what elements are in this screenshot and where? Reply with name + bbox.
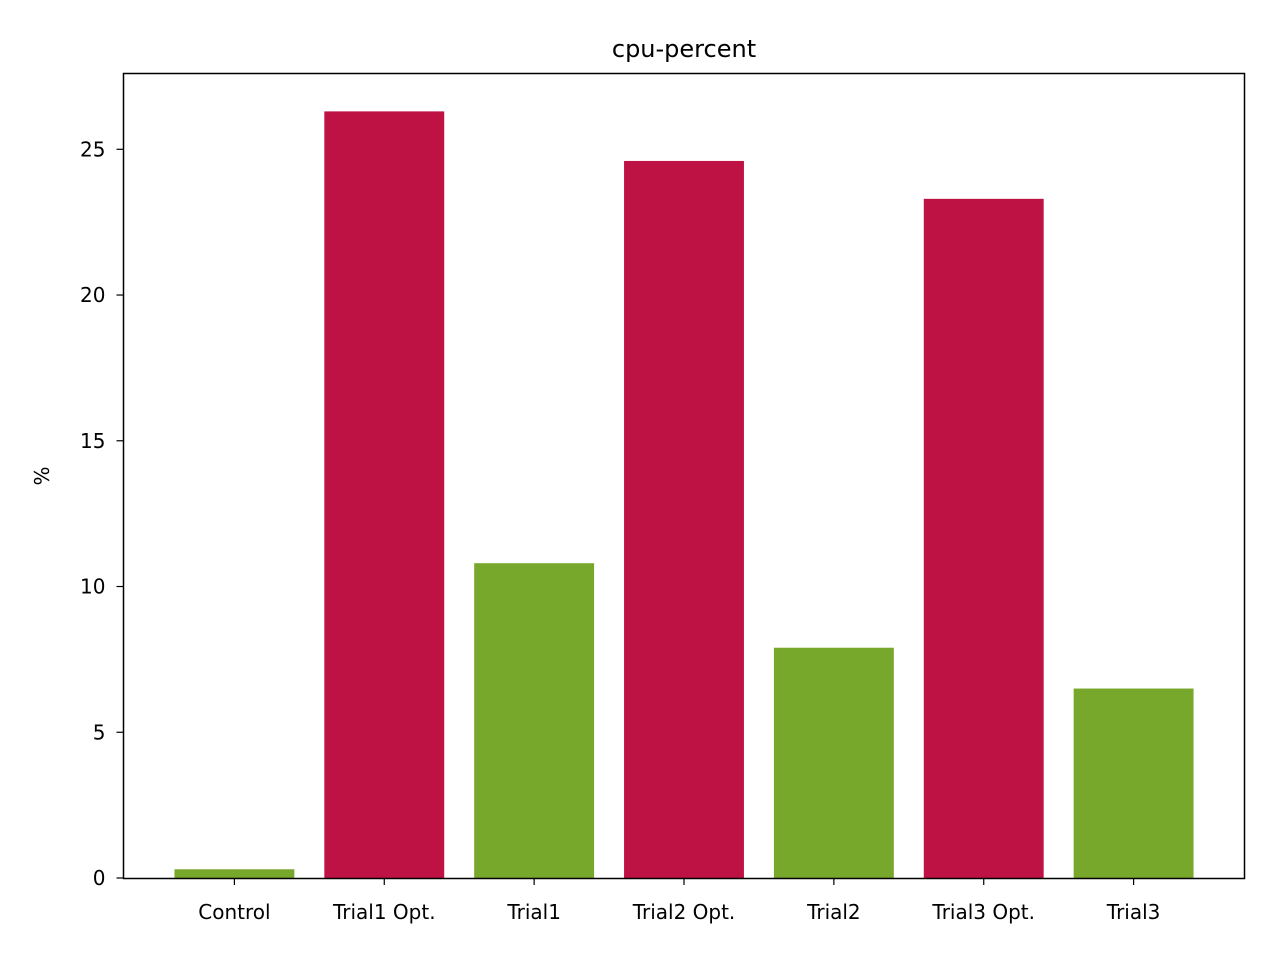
x-tick-label: Control [198, 900, 270, 924]
y-axis-label: % [30, 466, 54, 485]
bar-trial3 [1073, 688, 1194, 878]
y-tick-label: 0 [93, 866, 106, 890]
x-tick-label: Trial1 Opt. [332, 900, 436, 924]
bar-control [174, 869, 295, 878]
x-tick-label: Trial2 Opt. [632, 900, 736, 924]
bar-trial3-opt [923, 198, 1044, 879]
bar-trial2-opt [624, 160, 744, 878]
x-tick-label: Trial1 [506, 900, 561, 924]
y-tick-label: 20 [80, 283, 105, 307]
x-tick-label: Trial2 [806, 900, 861, 924]
y-tick-label: 15 [80, 429, 105, 453]
x-axis: Control Trial1 Opt. Trial1 Trial2 Opt. Trial… [198, 878, 1160, 924]
plot-frame [122, 72, 1246, 880]
y-axis: 0 5 10 15 20 25 [80, 137, 124, 890]
bar-trial2 [773, 647, 894, 878]
bars-layer [174, 111, 1194, 879]
bar-trial1-opt [324, 111, 445, 878]
bar-trial1 [474, 563, 595, 878]
chart-title: cpu-percent [612, 35, 756, 63]
x-tick-label: Trial3 Opt. [931, 900, 1035, 924]
y-tick-label: 25 [80, 137, 105, 161]
x-tick-label: Trial3 [1106, 900, 1161, 924]
y-tick-label: 5 [93, 720, 106, 744]
y-tick-label: 10 [80, 575, 105, 599]
